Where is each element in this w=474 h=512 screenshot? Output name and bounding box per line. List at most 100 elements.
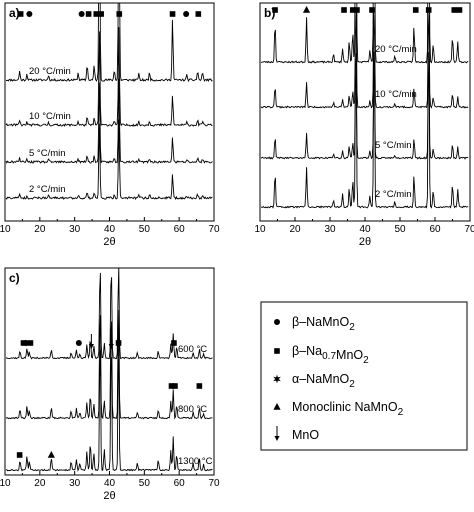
x-tick-label: 70 [208,478,220,489]
legend-text-part: β–NaMnO [292,315,349,329]
legend-text-part: β–Na [292,344,322,358]
plot-frame [4,267,215,476]
series-label: 600 °C [178,344,207,355]
square-marker [116,11,123,17]
x-tick-label: 60 [174,478,186,489]
square-marker [349,7,356,13]
x-tick-label: 60 [174,224,186,235]
square-marker [341,7,347,13]
x-tick-label: 20 [289,224,301,235]
series-label: 2 °C/min [29,184,66,195]
x-tick-label: 10 [0,224,11,235]
series-label: 2 °C/min [375,189,412,200]
legend-star-icon [273,374,281,384]
square-marker [27,340,34,346]
square-marker [196,383,203,389]
panel-label: b) [264,6,275,20]
circle-marker [78,11,85,17]
square-marker [169,11,176,17]
x-tick-label: 50 [394,224,406,235]
plot-frame [259,2,471,222]
panel-label: c) [9,271,20,285]
x-tick-label: 50 [139,478,151,489]
x-tick-label: 30 [69,478,81,489]
trace-3 [5,119,213,201]
square-marker [354,7,360,13]
triangle-marker [302,6,311,13]
legend-text-part: 2 [398,407,404,418]
x-tick-label: 40 [359,224,371,235]
x-tick-label: 20 [34,478,46,489]
xrd-panel-b: b) 20 °C/min 10 °C/min 5 °C/min 2 °C/min 10 20… [254,2,474,248]
legend-square-icon [274,348,280,354]
circle-marker [183,11,190,17]
trace-2 [260,63,469,160]
legend-item-label: β–Na0.7MnO2 [292,344,369,366]
legend-triangle-icon [273,403,281,410]
square-marker [369,7,375,13]
square-marker [17,11,24,17]
series-label: 10 °C/min [375,89,417,100]
series-label: 1300 °C [178,456,213,467]
x-tick-label: 30 [69,224,81,235]
square-marker [172,383,178,389]
square-marker [171,340,177,346]
x-tick-label: 30 [324,224,336,235]
legend-circle-icon [274,319,280,325]
square-marker [425,7,432,13]
square-marker [93,11,100,17]
legend-text-part: α–NaMnO [292,372,350,386]
series-label: 10 °C/min [29,111,71,122]
series-label: 800 °C [178,404,207,415]
legend-item-label: α–NaMnO2 [292,372,355,390]
square-marker [272,7,278,13]
legend-text-part: 2 [363,355,369,366]
legend-text-part: MnO [292,428,319,442]
trace-0 [260,3,469,64]
trace-3 [260,51,469,209]
series-label: 20 °C/min [375,44,417,55]
trace-1 [5,309,213,420]
arrow-head [88,344,94,349]
legend-text-part: 0.7 [322,351,336,362]
trace-0 [5,268,213,360]
xrd-panel-a: a) 20 °C/min 10 °C/min 5 °C/min 2 °C/min 10 20… [0,2,220,248]
series-label: 5 °C/min [375,140,412,151]
x-tick-label: 60 [429,224,441,235]
x-axis-label: 2θ [359,236,371,248]
trace-2 [5,78,213,165]
square-marker [168,383,175,389]
square-marker [412,7,419,13]
x-tick-label: 70 [464,224,474,235]
legend-item-label: Monoclinic NaMnO2 [292,400,404,418]
square-marker [16,452,23,458]
legend-arrow-icon [274,426,280,441]
trace-0 [5,3,213,83]
legend-item-label: MnO [292,428,319,442]
square-marker [115,340,122,346]
trace-1 [5,27,213,128]
x-tick-label: 20 [34,224,46,235]
panel-label: a) [9,6,20,20]
series-label: 5 °C/min [29,148,66,159]
arrow-head [274,436,280,441]
triangle-marker [47,451,55,458]
legend-text-part: Monoclinic NaMnO [292,400,398,414]
square-marker [451,7,458,13]
x-tick-label: 40 [104,478,116,489]
square-marker [456,7,463,13]
trace-2 [5,343,213,472]
trace-1 [260,12,469,109]
x-tick-label: 50 [139,224,151,235]
square-marker [98,11,104,17]
square-marker [85,11,92,17]
arrow-head [108,344,114,349]
arrow-marker [108,334,114,349]
circle-marker [26,11,33,17]
x-axis-label: 2θ [103,236,115,248]
x-tick-label: 10 [254,224,266,235]
legend-item-label: β–NaMnO2 [292,315,355,333]
xrd-panel-c: c) 600 °C 800 °C 1300 °C 10 20 30 40 50 60 70 2θ [0,267,220,502]
